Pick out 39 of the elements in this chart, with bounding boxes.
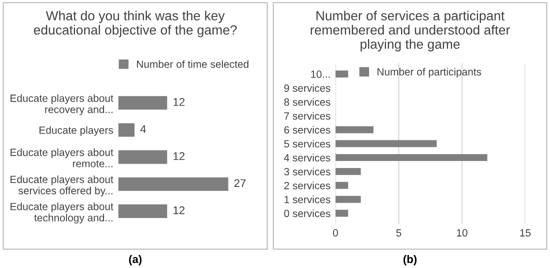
data-label: 12 (174, 206, 184, 214)
x-tick-label: 10 (457, 229, 468, 237)
bar (336, 70, 348, 78)
y-tick-label: Educate players about services offered by... (10, 175, 114, 196)
y-tick-label: 8 services (284, 98, 330, 106)
y-tick-label: 10... (311, 70, 330, 78)
y-tick-label: Educate players about remote... (10, 148, 114, 168)
x-tick-label: 0 (333, 229, 338, 237)
y-tick-label: Educate players about technology and... (10, 202, 114, 224)
chart-title: What do you think was the key educational objective of the game? (34, 10, 237, 38)
y-tick-label: 7 services (284, 112, 330, 120)
bar (336, 140, 437, 148)
y-tick-label: 6 services (284, 126, 330, 134)
y-tick-label: Educate players (40, 126, 114, 136)
data-label: 4 (140, 125, 146, 133)
text: (a) (129, 254, 142, 266)
data-label: 12 (174, 98, 184, 106)
data-label: 12 (174, 152, 184, 160)
x-tick-label: 15 (520, 229, 531, 237)
y-tick-label: 4 services (284, 154, 330, 162)
bar (336, 210, 348, 217)
legend-label: Number of participants (378, 68, 482, 78)
x-tick-label: 5 (396, 229, 402, 237)
data-label: 27 (234, 179, 246, 187)
bar (336, 196, 361, 203)
y-tick-label: Educate players about recovery and... (10, 94, 114, 116)
y-tick-label: 5 services (284, 140, 330, 148)
y-tick-label: 2 services (284, 182, 330, 190)
y-tick-label: 0 services (284, 209, 330, 218)
legend-label: Number of time selected (136, 60, 248, 68)
bar (336, 126, 374, 134)
chart-title: Number of services a participant remembered and understood after playing the game (310, 10, 510, 52)
bar (336, 182, 348, 189)
text: (b) (403, 254, 417, 266)
bar (336, 154, 488, 162)
y-tick-label: 3 services (284, 168, 330, 176)
y-tick-label: 1 services (284, 196, 330, 204)
y-tick-label: 9 services (284, 84, 330, 92)
bar (336, 168, 361, 175)
